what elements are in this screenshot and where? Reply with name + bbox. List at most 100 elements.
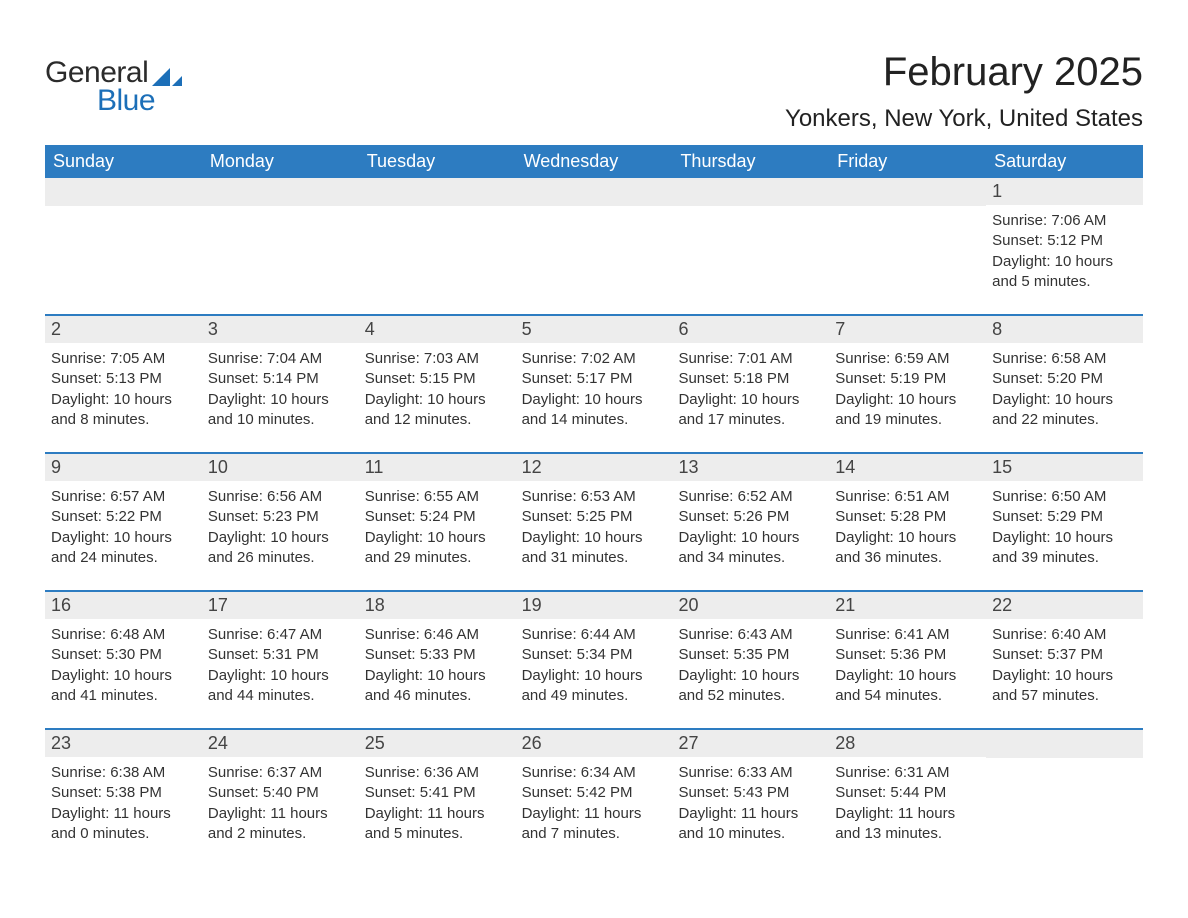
- sunset-text: Sunset: 5:26 PM: [678, 507, 823, 527]
- day-body: Sunrise: 6:59 AMSunset: 5:19 PMDaylight:…: [829, 343, 986, 434]
- day-body: Sunrise: 6:38 AMSunset: 5:38 PMDaylight:…: [45, 757, 202, 848]
- day-number: 4: [359, 316, 516, 343]
- sunrise-text: Sunrise: 6:47 AM: [208, 625, 353, 645]
- daylight-text: Daylight: 10 hours and 8 minutes.: [51, 390, 196, 431]
- day-number: [45, 178, 202, 206]
- day-number: 1: [986, 178, 1143, 205]
- sunset-text: Sunset: 5:30 PM: [51, 645, 196, 665]
- day-body: Sunrise: 6:36 AMSunset: 5:41 PMDaylight:…: [359, 757, 516, 848]
- sunset-text: Sunset: 5:33 PM: [365, 645, 510, 665]
- day-number: 14: [829, 454, 986, 481]
- title-block: February 2025 Yonkers, New York, United …: [785, 50, 1143, 133]
- day-number: 12: [516, 454, 673, 481]
- daylight-text: Daylight: 10 hours and 17 minutes.: [678, 390, 823, 431]
- daylight-text: Daylight: 10 hours and 34 minutes.: [678, 528, 823, 569]
- day-cell: 11Sunrise: 6:55 AMSunset: 5:24 PMDayligh…: [359, 454, 516, 572]
- sunrise-text: Sunrise: 6:48 AM: [51, 625, 196, 645]
- day-number: [986, 730, 1143, 758]
- sunrise-text: Sunrise: 6:58 AM: [992, 349, 1137, 369]
- sunrise-text: Sunrise: 6:52 AM: [678, 487, 823, 507]
- day-body: Sunrise: 7:01 AMSunset: 5:18 PMDaylight:…: [672, 343, 829, 434]
- daylight-text: Daylight: 10 hours and 29 minutes.: [365, 528, 510, 569]
- daylight-text: Daylight: 11 hours and 2 minutes.: [208, 804, 353, 845]
- sunset-text: Sunset: 5:43 PM: [678, 783, 823, 803]
- sunrise-text: Sunrise: 7:04 AM: [208, 349, 353, 369]
- day-cell: 2Sunrise: 7:05 AMSunset: 5:13 PMDaylight…: [45, 316, 202, 434]
- day-cell: 23Sunrise: 6:38 AMSunset: 5:38 PMDayligh…: [45, 730, 202, 848]
- day-number: 18: [359, 592, 516, 619]
- daylight-text: Daylight: 10 hours and 39 minutes.: [992, 528, 1137, 569]
- logo-sail-icon: [152, 64, 182, 86]
- sunset-text: Sunset: 5:38 PM: [51, 783, 196, 803]
- day-cell: 1Sunrise: 7:06 AMSunset: 5:12 PMDaylight…: [986, 178, 1143, 296]
- sunset-text: Sunset: 5:28 PM: [835, 507, 980, 527]
- day-cell: 4Sunrise: 7:03 AMSunset: 5:15 PMDaylight…: [359, 316, 516, 434]
- sunrise-text: Sunrise: 6:43 AM: [678, 625, 823, 645]
- day-cell: [45, 178, 202, 296]
- sunset-text: Sunset: 5:44 PM: [835, 783, 980, 803]
- day-number: [672, 178, 829, 206]
- day-number: 5: [516, 316, 673, 343]
- day-cell: 10Sunrise: 6:56 AMSunset: 5:23 PMDayligh…: [202, 454, 359, 572]
- sunrise-text: Sunrise: 6:37 AM: [208, 763, 353, 783]
- day-cell: 24Sunrise: 6:37 AMSunset: 5:40 PMDayligh…: [202, 730, 359, 848]
- day-body: Sunrise: 6:55 AMSunset: 5:24 PMDaylight:…: [359, 481, 516, 572]
- daylight-text: Daylight: 10 hours and 52 minutes.: [678, 666, 823, 707]
- week-row: 9Sunrise: 6:57 AMSunset: 5:22 PMDaylight…: [45, 452, 1143, 572]
- day-cell: 21Sunrise: 6:41 AMSunset: 5:36 PMDayligh…: [829, 592, 986, 710]
- sunset-text: Sunset: 5:31 PM: [208, 645, 353, 665]
- sunrise-text: Sunrise: 7:02 AM: [522, 349, 667, 369]
- location: Yonkers, New York, United States: [785, 105, 1143, 133]
- daylight-text: Daylight: 11 hours and 13 minutes.: [835, 804, 980, 845]
- weekday-header: Monday: [202, 145, 359, 178]
- week-row: 16Sunrise: 6:48 AMSunset: 5:30 PMDayligh…: [45, 590, 1143, 710]
- day-cell: 19Sunrise: 6:44 AMSunset: 5:34 PMDayligh…: [516, 592, 673, 710]
- weekday-header: Tuesday: [359, 145, 516, 178]
- day-cell: 3Sunrise: 7:04 AMSunset: 5:14 PMDaylight…: [202, 316, 359, 434]
- day-cell: 13 Sunrise: 6:52 AMSunset: 5:26 PMDayligh…: [672, 454, 829, 572]
- sunrise-text: Sunrise: 6:59 AM: [835, 349, 980, 369]
- day-body: Sunrise: 6:48 AMSunset: 5:30 PMDaylight:…: [45, 619, 202, 710]
- day-cell: [829, 178, 986, 296]
- day-cell: 28Sunrise: 6:31 AMSunset: 5:44 PMDayligh…: [829, 730, 986, 848]
- daylight-text: Daylight: 10 hours and 22 minutes.: [992, 390, 1137, 431]
- day-cell: [202, 178, 359, 296]
- daylight-text: Daylight: 10 hours and 44 minutes.: [208, 666, 353, 707]
- sunrise-text: Sunrise: 6:51 AM: [835, 487, 980, 507]
- sunrise-text: Sunrise: 7:03 AM: [365, 349, 510, 369]
- sunset-text: Sunset: 5:22 PM: [51, 507, 196, 527]
- day-cell: 26Sunrise: 6:34 AMSunset: 5:42 PMDayligh…: [516, 730, 673, 848]
- sunrise-text: Sunrise: 6:34 AM: [522, 763, 667, 783]
- sunset-text: Sunset: 5:37 PM: [992, 645, 1137, 665]
- sunrise-text: Sunrise: 6:46 AM: [365, 625, 510, 645]
- sunrise-text: Sunrise: 6:41 AM: [835, 625, 980, 645]
- day-cell: 5Sunrise: 7:02 AMSunset: 5:17 PMDaylight…: [516, 316, 673, 434]
- day-number: 2: [45, 316, 202, 343]
- sunset-text: Sunset: 5:15 PM: [365, 369, 510, 389]
- daylight-text: Daylight: 10 hours and 49 minutes.: [522, 666, 667, 707]
- day-number: 15: [986, 454, 1143, 481]
- daylight-text: Daylight: 10 hours and 36 minutes.: [835, 528, 980, 569]
- daylight-text: Daylight: 10 hours and 19 minutes.: [835, 390, 980, 431]
- sunset-text: Sunset: 5:40 PM: [208, 783, 353, 803]
- sunrise-text: Sunrise: 6:57 AM: [51, 487, 196, 507]
- day-number: 26: [516, 730, 673, 757]
- daylight-text: Daylight: 10 hours and 10 minutes.: [208, 390, 353, 431]
- sunrise-text: Sunrise: 6:31 AM: [835, 763, 980, 783]
- daylight-text: Daylight: 10 hours and 5 minutes.: [992, 252, 1137, 293]
- weekday-header: Wednesday: [516, 145, 673, 178]
- week-row: 1Sunrise: 7:06 AMSunset: 5:12 PMDaylight…: [45, 178, 1143, 296]
- daylight-text: Daylight: 11 hours and 5 minutes.: [365, 804, 510, 845]
- daylight-text: Daylight: 10 hours and 54 minutes.: [835, 666, 980, 707]
- sunrise-text: Sunrise: 7:05 AM: [51, 349, 196, 369]
- sunset-text: Sunset: 5:14 PM: [208, 369, 353, 389]
- day-cell: [516, 178, 673, 296]
- day-body: Sunrise: 6:44 AMSunset: 5:34 PMDaylight:…: [516, 619, 673, 710]
- day-number: 27: [672, 730, 829, 757]
- sunrise-text: Sunrise: 6:55 AM: [365, 487, 510, 507]
- weekday-header: Saturday: [986, 145, 1143, 178]
- sunset-text: Sunset: 5:20 PM: [992, 369, 1137, 389]
- day-body: Sunrise: 6:37 AMSunset: 5:40 PMDaylight:…: [202, 757, 359, 848]
- sunrise-text: Sunrise: 6:53 AM: [522, 487, 667, 507]
- day-number: 13: [672, 454, 829, 481]
